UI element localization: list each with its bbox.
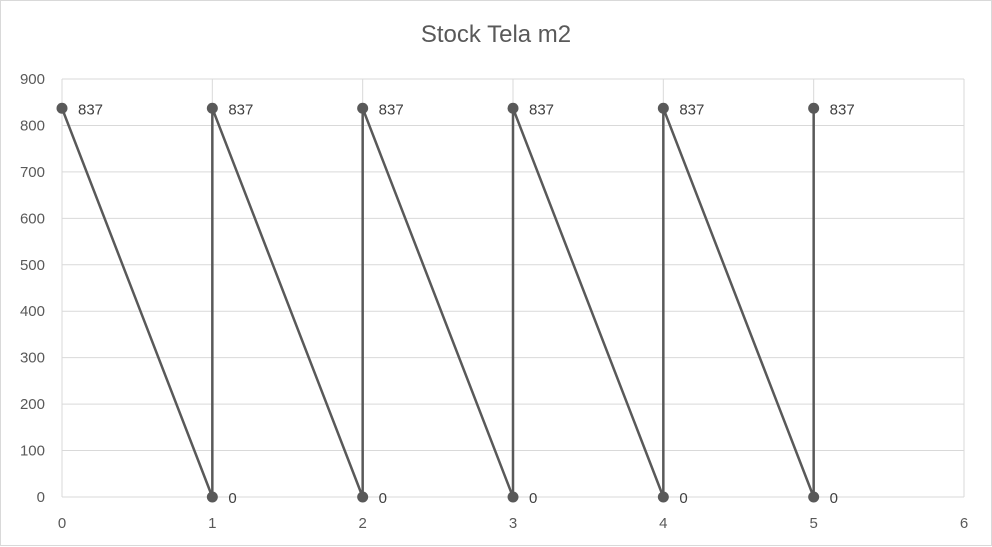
data-label: 837 [830,101,855,118]
data-label: 837 [228,101,253,118]
x-tick-label: 6 [960,515,968,532]
data-point [206,102,218,114]
data-point [507,491,519,503]
x-tick-label: 1 [208,515,216,532]
data-point [206,491,218,503]
data-label: 0 [529,490,537,507]
x-tick-label: 2 [358,515,366,532]
y-tick-label: 800 [20,117,45,134]
x-tick-label: 5 [809,515,817,532]
data-point [657,102,669,114]
chart-title: Stock Tela m2 [420,21,572,48]
y-tick-label: 300 [20,350,45,367]
data-label: 837 [529,101,554,118]
y-tick-label: 900 [20,71,45,88]
data-point [657,491,669,503]
data-point [808,491,820,503]
x-tick-label: 0 [58,515,66,532]
y-tick-label: 400 [20,303,45,320]
data-label: 837 [679,101,704,118]
data-point [507,102,519,114]
data-label: 837 [78,101,103,118]
y-tick-label: 0 [37,489,45,506]
data-point [808,102,820,114]
data-point [56,102,68,114]
y-tick-label: 100 [20,443,45,460]
data-label: 837 [379,101,404,118]
data-point [357,491,369,503]
data-label: 0 [379,490,387,507]
data-label: 0 [228,490,236,507]
y-tick-label: 700 [20,164,45,181]
x-tick-label: 3 [509,515,517,532]
y-tick-label: 500 [20,257,45,274]
y-tick-label: 200 [20,396,45,413]
series-line [60,107,815,498]
x-tick-label: 4 [659,515,667,532]
data-label: 0 [830,490,838,507]
data-label: 0 [679,490,687,507]
y-tick-label: 600 [20,210,45,227]
data-point [357,102,369,114]
